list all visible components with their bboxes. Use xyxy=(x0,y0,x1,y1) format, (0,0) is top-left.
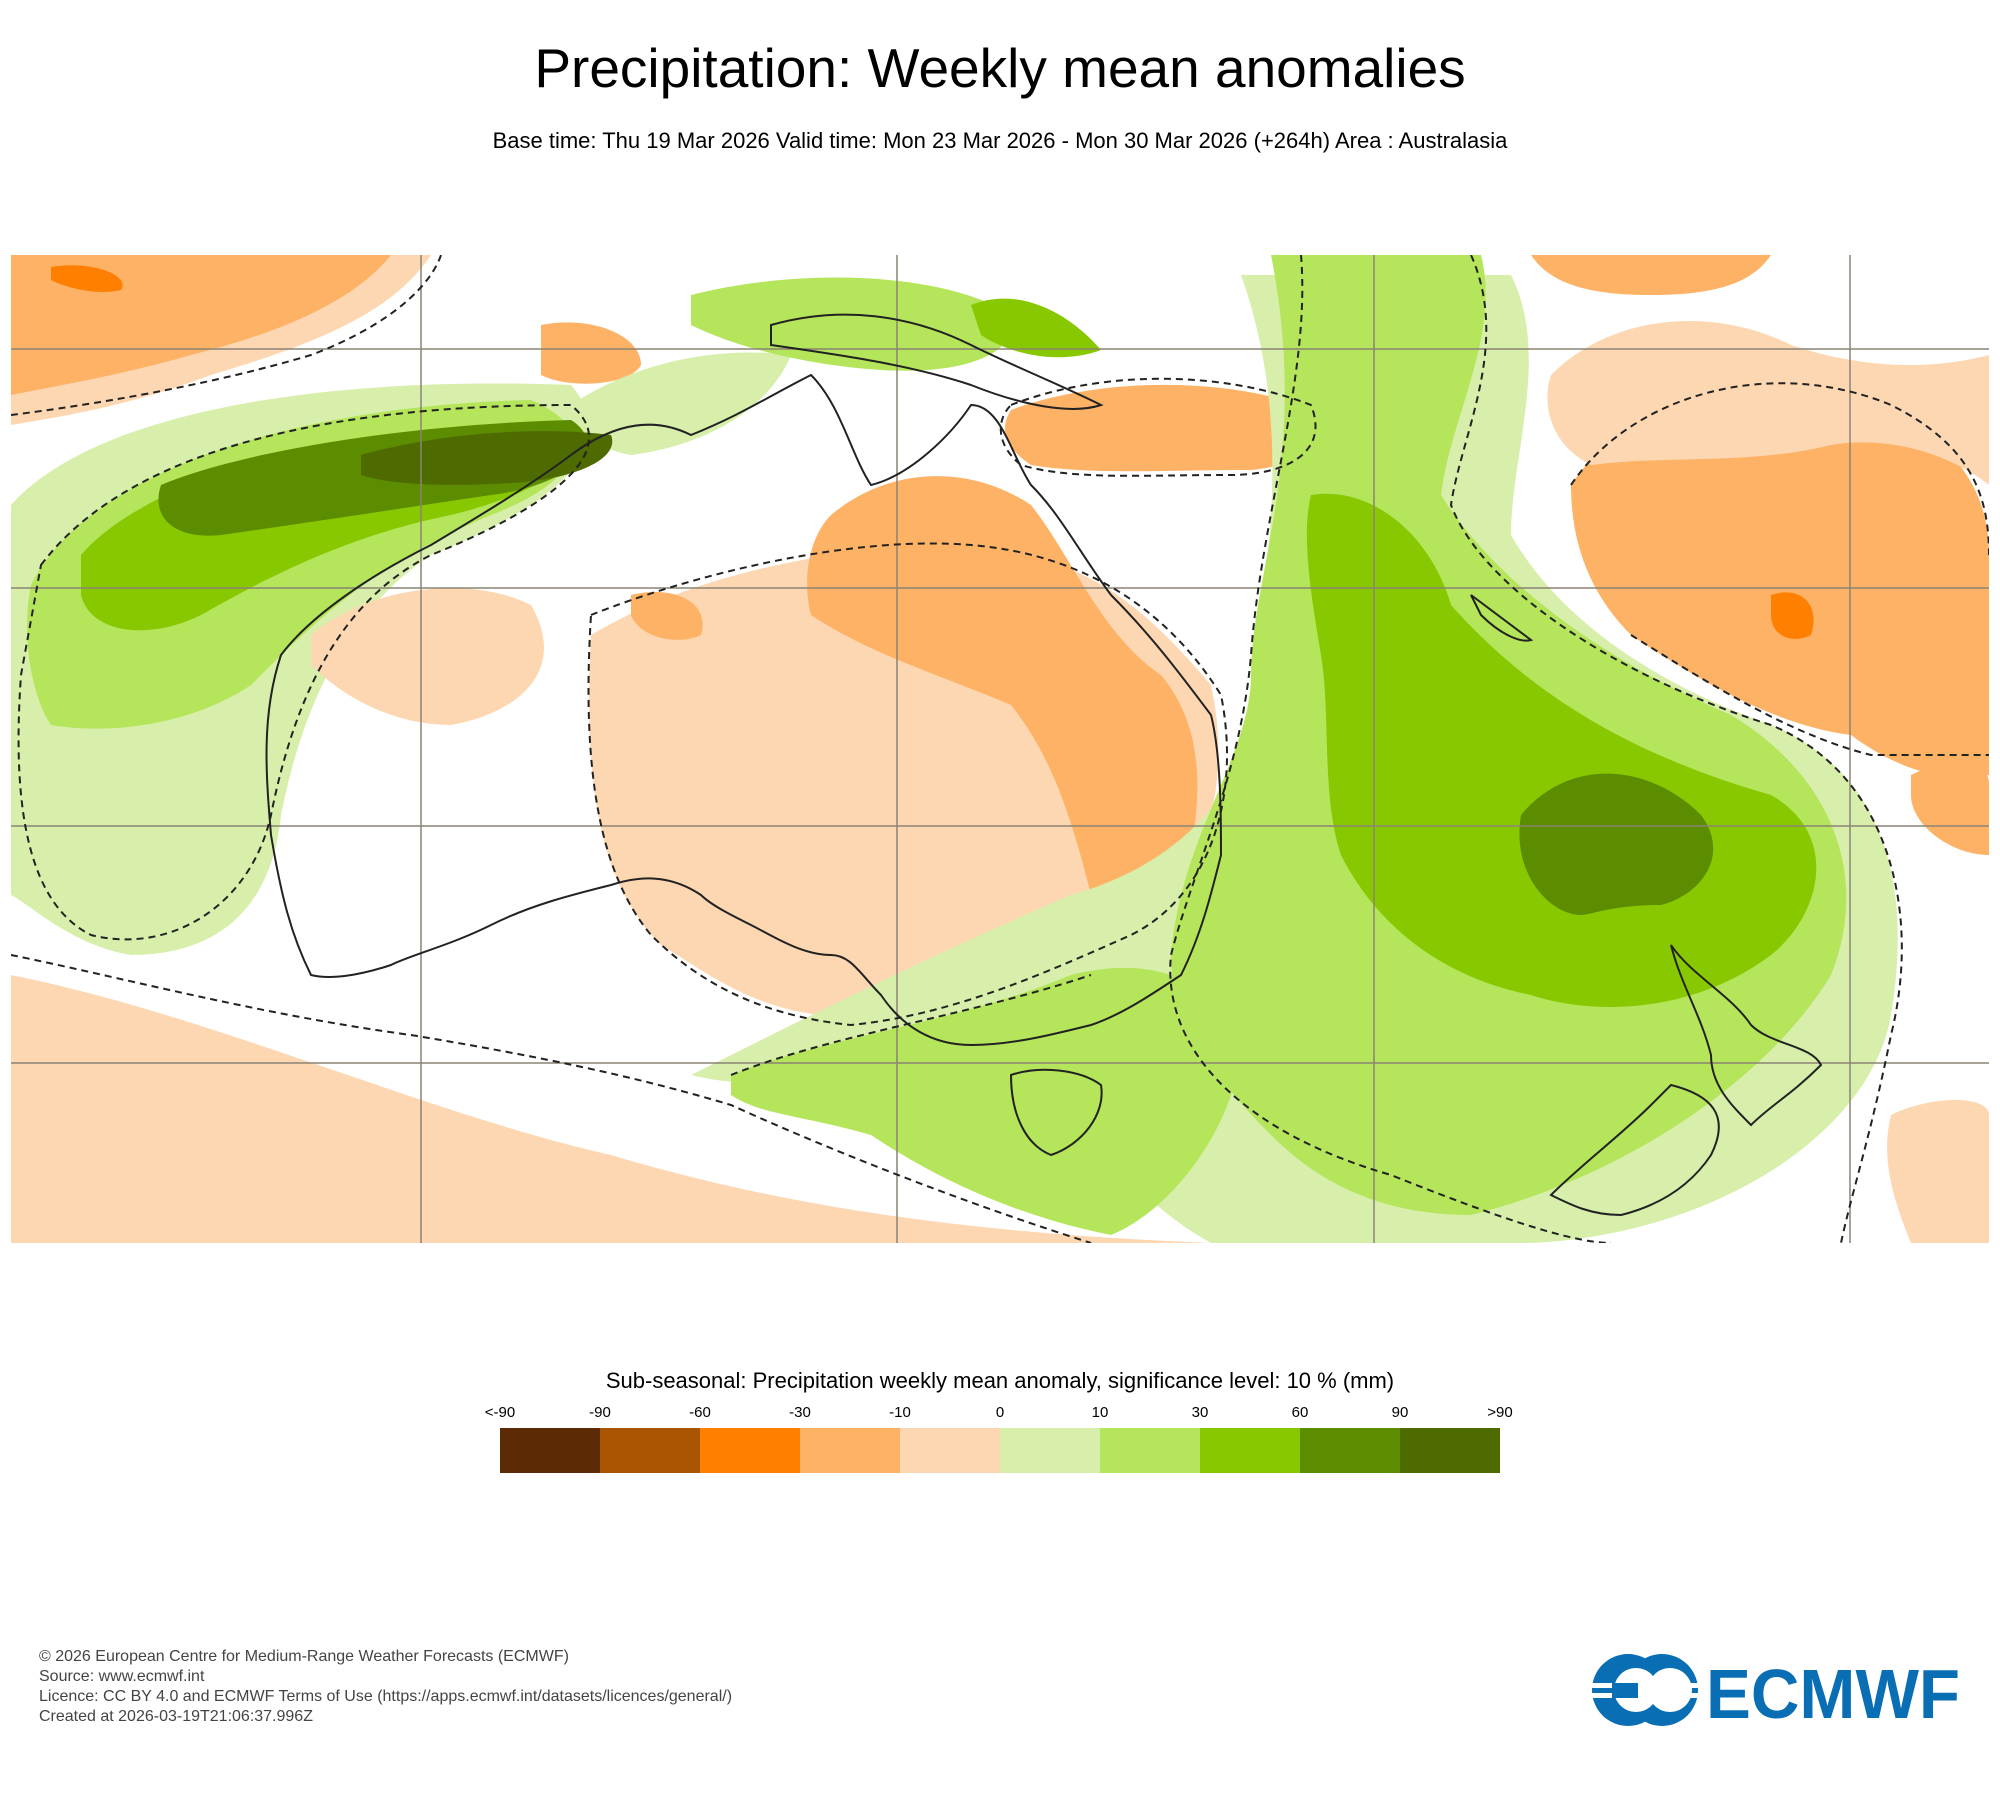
new-guinea-coastline xyxy=(770,313,1104,410)
neg-anomaly-nw-orange xyxy=(51,265,123,292)
neg-anomaly-coral-sea xyxy=(1005,384,1313,472)
footer: © 2026 European Centre for Medium-Range … xyxy=(39,1647,732,1727)
neg-anomaly-east-strip xyxy=(1911,761,1989,855)
graticule xyxy=(11,255,1989,1243)
colorbar-tick: 30 xyxy=(1191,1404,1209,1421)
colorbar-swatch xyxy=(800,1428,900,1473)
tasmania-coastline xyxy=(1009,1068,1103,1157)
nz-south-coastline xyxy=(1549,1083,1720,1217)
ecmwf-logo: ECMWF xyxy=(1590,1652,1962,1733)
new-caledonia-coastline xyxy=(1470,594,1534,642)
copyright-text: © 2026 European Centre for Medium-Range … xyxy=(39,1648,569,1665)
colorbar-tick: <-90 xyxy=(484,1404,516,1421)
colorbar-swatch xyxy=(700,1428,800,1473)
colorbar-tick: -90 xyxy=(589,1404,611,1421)
source-text: Source: www.ecmwf.int xyxy=(39,1668,205,1685)
pos-anomaly-arafura xyxy=(571,352,791,455)
coastlines xyxy=(265,313,1823,1217)
significance-contours xyxy=(11,255,1989,1243)
colorbar-swatch xyxy=(1000,1428,1100,1473)
colorbar-swatch xyxy=(1100,1428,1200,1473)
neg-anomaly-lower-right xyxy=(1887,1100,1989,1243)
colorbar-tick: >90 xyxy=(1487,1404,1513,1421)
pos-anomaly-papua xyxy=(691,277,1013,371)
colorbar-tick: -10 xyxy=(889,1404,911,1421)
neg-anomaly-se-pacific xyxy=(1571,387,1989,778)
chart-title: Precipitation: Weekly mean anomalies xyxy=(534,37,1466,99)
colorbar-tick: 60 xyxy=(1291,1404,1309,1421)
anomaly-map xyxy=(11,255,1989,1243)
colorbar-tick: 90 xyxy=(1391,1404,1409,1421)
neg-anomaly-australia-west xyxy=(311,588,544,725)
pos-anomaly-se-australia xyxy=(731,967,1235,1235)
neg-anomaly-queensland xyxy=(807,476,1198,933)
created-text: Created at 2026-03-19T21:06:37.996Z xyxy=(39,1708,313,1725)
colorbar-tick: 0 xyxy=(995,1404,1005,1421)
colorbar-swatch xyxy=(1300,1428,1400,1473)
colorbar xyxy=(500,1428,1500,1473)
nz-north-coastline xyxy=(1670,944,1823,1127)
colorbar-swatch xyxy=(500,1428,600,1473)
ecmwf-logo-text: ECMWF xyxy=(1706,1655,1960,1728)
australia-coastline xyxy=(265,373,1223,1047)
colorbar-swatch xyxy=(600,1428,700,1473)
colorbar-swatch xyxy=(1400,1428,1500,1473)
colorbar-tick: -60 xyxy=(689,1404,711,1421)
neg-anomaly-timor xyxy=(541,322,641,384)
neg-anomaly-gulf xyxy=(631,591,703,640)
neg-anomaly-southern-ocean xyxy=(11,975,1211,1243)
colorbar-tick-labels: <-90 -90 -60 -30 -10 0 10 30 60 90 >90 xyxy=(485,1404,1513,1424)
colorbar-swatch xyxy=(1200,1428,1300,1473)
pos-anomaly-papua-strong xyxy=(971,298,1101,358)
legend-title: Sub-seasonal: Precipitation weekly mean … xyxy=(605,1368,1395,1393)
neg-anomaly-top-right xyxy=(1531,255,1771,295)
pos-anomaly-tasman-60 xyxy=(1519,773,1714,915)
colorbar-tick: 10 xyxy=(1091,1404,1109,1421)
neg-anomaly-se-spot xyxy=(1771,592,1814,639)
chart-subtitle: Base time: Thu 19 Mar 2026 Valid time: M… xyxy=(492,128,1508,153)
neg-anomaly-se-pacific-pale xyxy=(1547,321,1989,485)
licence-text: Licence: CC BY 4.0 and ECMWF Terms of Us… xyxy=(39,1688,733,1705)
colorbar-swatch xyxy=(900,1428,1000,1473)
colorbar-tick: -30 xyxy=(789,1404,811,1421)
